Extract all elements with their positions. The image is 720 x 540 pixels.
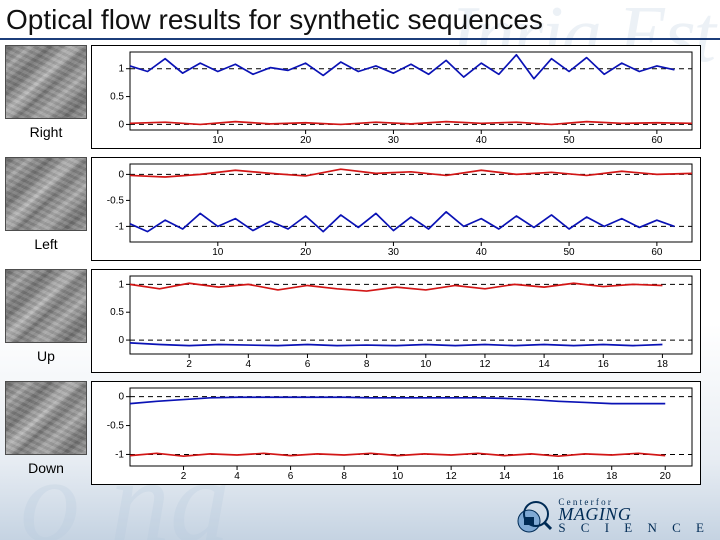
svg-text:2: 2 [181,471,187,482]
chart-up: 00.5124681012141618 [92,270,700,372]
svg-text:60: 60 [651,247,663,258]
svg-text:-1: -1 [115,449,124,460]
chart-col: -1 -0.5 0 2 4 6 8 10 12 14 16 18 20 [92,378,720,484]
thumb-col: Down [0,378,92,476]
svg-text:20: 20 [660,471,672,482]
svg-text:-1: -1 [115,221,124,232]
chart-col: -1 -0.5 0 10 20 30 40 50 60 [92,154,720,260]
thumb-col: Up [0,266,92,364]
row-down: Down -1 -0.5 0 2 4 6 8 10 12 14 16 18 20 [0,378,720,490]
svg-text:18: 18 [606,471,618,482]
svg-text:60: 60 [651,135,663,146]
svg-text:14: 14 [539,359,551,370]
logo-line3: S C I E N C E [558,522,710,534]
svg-text:50: 50 [564,247,576,258]
svg-text:14: 14 [499,471,511,482]
chart-right: 0 0.5 1 10 20 30 40 50 60 [92,46,700,148]
svg-text:8: 8 [341,471,347,482]
svg-text:-0.5: -0.5 [107,195,125,206]
svg-text:10: 10 [212,247,224,258]
svg-text:10: 10 [212,135,224,146]
footer-logo: C e n t e r f o r MAGING S C I E N C E [516,498,710,534]
svg-text:20: 20 [300,135,312,146]
svg-text:-0.5: -0.5 [107,421,125,432]
svg-text:1: 1 [118,279,124,290]
svg-text:16: 16 [598,359,610,370]
row-left: Left -1 -0.5 0 10 20 30 40 50 60 [0,154,720,266]
thumb-label: Down [28,460,64,476]
svg-text:0: 0 [118,392,124,403]
chart-col: 0 0.5 1 10 20 30 40 50 60 [92,42,720,148]
svg-text:1: 1 [118,64,124,75]
svg-text:0.5: 0.5 [110,307,124,318]
svg-text:4: 4 [246,359,252,370]
svg-text:8: 8 [364,359,370,370]
svg-text:10: 10 [392,471,404,482]
chart-down: -1 -0.5 0 2 4 6 8 10 12 14 16 18 20 [92,382,700,484]
thumb-label: Left [34,236,57,252]
thumb-label: Right [30,124,63,140]
thumbnail-down [6,382,86,454]
row-right: Right 0 0.5 1 10 20 30 40 50 60 [0,42,720,154]
svg-text:10: 10 [420,359,432,370]
svg-text:6: 6 [288,471,294,482]
svg-text:40: 40 [476,247,488,258]
svg-text:12: 12 [446,471,458,482]
svg-text:20: 20 [300,247,312,258]
svg-text:0: 0 [118,335,124,346]
logo-glyph [516,498,552,534]
svg-text:50: 50 [564,135,576,146]
row-up: Up00.5124681012141618 [0,266,720,378]
page-title: Optical flow results for synthetic seque… [0,0,720,40]
svg-text:0.5: 0.5 [110,92,124,103]
svg-text:30: 30 [388,135,400,146]
svg-text:40: 40 [476,135,488,146]
svg-text:30: 30 [388,247,400,258]
svg-text:2: 2 [186,359,192,370]
svg-text:0: 0 [118,119,124,130]
thumb-col: Right [0,42,92,140]
chart-col: 00.5124681012141618 [92,266,720,372]
svg-text:4: 4 [234,471,240,482]
thumb-label: Up [37,348,55,364]
thumbnail-up [6,270,86,342]
thumb-col: Left [0,154,92,252]
svg-text:12: 12 [479,359,491,370]
thumbnail-left [6,158,86,230]
logo-text: C e n t e r f o r MAGING S C I E N C E [558,498,710,534]
svg-text:0: 0 [118,169,124,180]
svg-text:18: 18 [657,359,669,370]
thumbnail-right [6,46,86,118]
svg-text:6: 6 [305,359,311,370]
svg-text:16: 16 [553,471,565,482]
chart-left: -1 -0.5 0 10 20 30 40 50 60 [92,158,700,260]
content-area: Right00.51102030405060Left-1-0.501020304… [0,40,720,490]
